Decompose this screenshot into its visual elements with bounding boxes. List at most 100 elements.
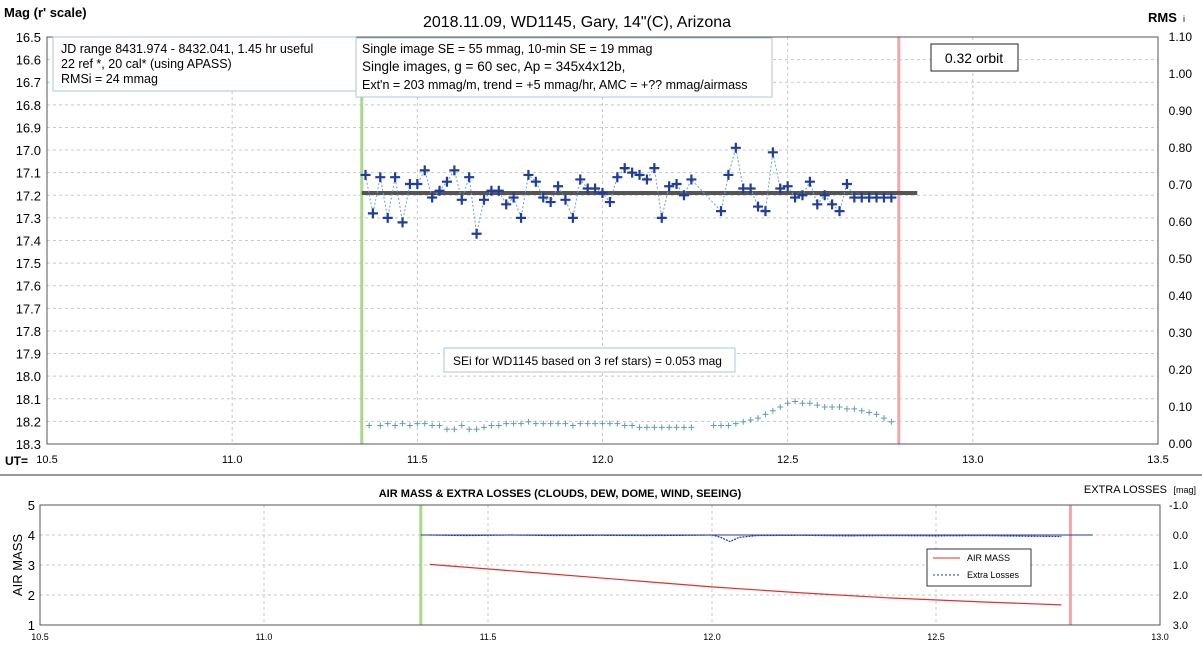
rms-data-point [725, 422, 732, 429]
top-right-axis-label: RMS [1148, 10, 1177, 25]
magnitude-data-point [449, 165, 460, 176]
top-y-tick-label: 17.5 [16, 256, 41, 271]
top-y-tick-label: 17.2 [16, 188, 41, 203]
top-tick-labels: 16.5 16.6 16.7 16.8 16.9 17.0 17.1 17.2 17.3 17.4… [16, 30, 1193, 466]
rms-data-point [829, 404, 836, 410]
magnitude-data-point [567, 212, 578, 223]
magnitude-data-point [797, 190, 808, 201]
rms-data-point [762, 411, 769, 418]
rms-data-point [888, 418, 895, 425]
rms-data-point [451, 426, 458, 433]
magnitude-data-point [775, 183, 786, 194]
top-orbit-markers [360, 37, 901, 444]
orbit-label: 0.32 orbit [945, 50, 1003, 66]
sei-label: SEi for WD1145 based on 3 ref stars) = 0… [453, 354, 722, 368]
magnitude-data-point [390, 172, 401, 183]
top-x-axis-prefix: UT= [5, 454, 28, 468]
rms-data-point [547, 420, 554, 427]
rms-data-point [836, 404, 843, 410]
rms-data-point [458, 422, 465, 429]
top-right-tick-label: 0.50 [1169, 252, 1193, 266]
rms-data-point [592, 420, 599, 427]
rms-data-point [755, 415, 762, 422]
magnitude-data-point [649, 163, 660, 174]
top-chart-title: 2018.11.09, WD1145, Gary, 14"(C), Arizon… [423, 14, 731, 31]
magnitude-data-point [730, 142, 741, 153]
magnitude-data-point [819, 190, 830, 201]
bottom-chart-title: AIR MASS & EXTRA LOSSES (CLOUDS, DEW, DO… [379, 488, 742, 500]
rms-data-point [436, 422, 443, 429]
top-right-tick-label: 0.30 [1169, 326, 1193, 340]
info-box-jd: JD range 8431.974 - 8432.041, 1.45 hr us… [52, 36, 357, 92]
rms-data-point [799, 400, 806, 407]
magnitude-data-point [560, 194, 571, 205]
magnitude-data-point [575, 174, 586, 185]
extra-losses-line [429, 534, 1062, 543]
info-box-jd-line3: RMSi = 24 mmag [61, 72, 158, 86]
magnitude-data-point [671, 178, 682, 189]
top-x-tick-label: 12.5 [777, 454, 798, 466]
magnitude-data-point [493, 185, 504, 196]
bottom-x-tick-label: 13.0 [1151, 632, 1169, 642]
magnitude-data-point [545, 197, 556, 208]
rms-data-point [577, 420, 584, 427]
bottom-right-tick-label: -1.0 [1169, 500, 1188, 512]
magnitude-data-point [782, 181, 793, 192]
magnitude-data-point [760, 206, 771, 217]
magnitude-data-point [456, 194, 467, 205]
magnitude-data-point [834, 206, 845, 217]
info-box-se-line2: Single images, g = 60 sec, Ap = 345x4x12… [362, 59, 625, 74]
bottom-x-tick-label: 11.5 [480, 632, 497, 642]
rms-data-point [488, 422, 495, 429]
top-y-tick-label: 18.3 [16, 437, 41, 452]
rms-data-point [621, 422, 628, 429]
bottom-y-tick-label: 5 [28, 498, 35, 513]
top-right-tick-label: 1.10 [1169, 30, 1193, 44]
top-x-tick-label: 11.0 [222, 454, 243, 466]
rms-data-point [384, 420, 391, 427]
top-y-tick-label: 16.8 [16, 98, 41, 113]
rms-data-point [584, 420, 591, 427]
rms-data-point [429, 422, 436, 429]
rms-data-point [732, 420, 739, 427]
top-y-tick-label: 18.2 [16, 414, 41, 429]
magnitude-data-point [804, 176, 815, 187]
bottom-y-axis-label: AIR MASS [10, 534, 25, 596]
rms-data-point [688, 424, 695, 431]
rms-data-point [718, 422, 725, 429]
magnitude-data-point [419, 165, 430, 176]
bottom-y-tick-label: 4 [28, 528, 35, 543]
rms-data-point [740, 418, 747, 425]
rms-data-point [569, 422, 576, 429]
rms-data-point [806, 400, 813, 407]
rms-data-point [629, 422, 636, 429]
magnitude-data-point [523, 169, 534, 180]
rms-data-point [606, 420, 613, 427]
rms-data-point [792, 398, 799, 405]
magnitude-data-point [441, 176, 452, 187]
rms-data-point [540, 420, 547, 427]
rms-data-point [680, 424, 687, 431]
magnitude-data-point [530, 176, 541, 187]
bottom-right-axis-label: EXTRA LOSSES [mag] [1084, 480, 1196, 497]
rms-data-point [866, 409, 873, 416]
magnitude-data-point [538, 192, 549, 203]
rms-data-point [873, 411, 880, 418]
top-right-tick-label: 0.60 [1169, 215, 1193, 229]
rms-data-point [777, 404, 784, 410]
rms-data-point [658, 424, 665, 431]
top-right-tick-label: 1.00 [1169, 67, 1193, 81]
top-y-tick-label: 18.1 [16, 392, 41, 407]
rms-data-point [784, 400, 791, 407]
bottom-series [420, 534, 1093, 606]
rms-data-point [406, 422, 413, 429]
magnitude-data-point [501, 199, 512, 210]
magnitude-data-point [723, 169, 734, 180]
magnitude-data-point [686, 174, 697, 185]
top-right-tick-label: 0.90 [1169, 104, 1193, 118]
rms-data-point [666, 424, 673, 431]
rms-data-point [366, 422, 373, 429]
magnitude-data-point [604, 197, 615, 208]
top-right-tick-label: 0.40 [1169, 289, 1193, 303]
